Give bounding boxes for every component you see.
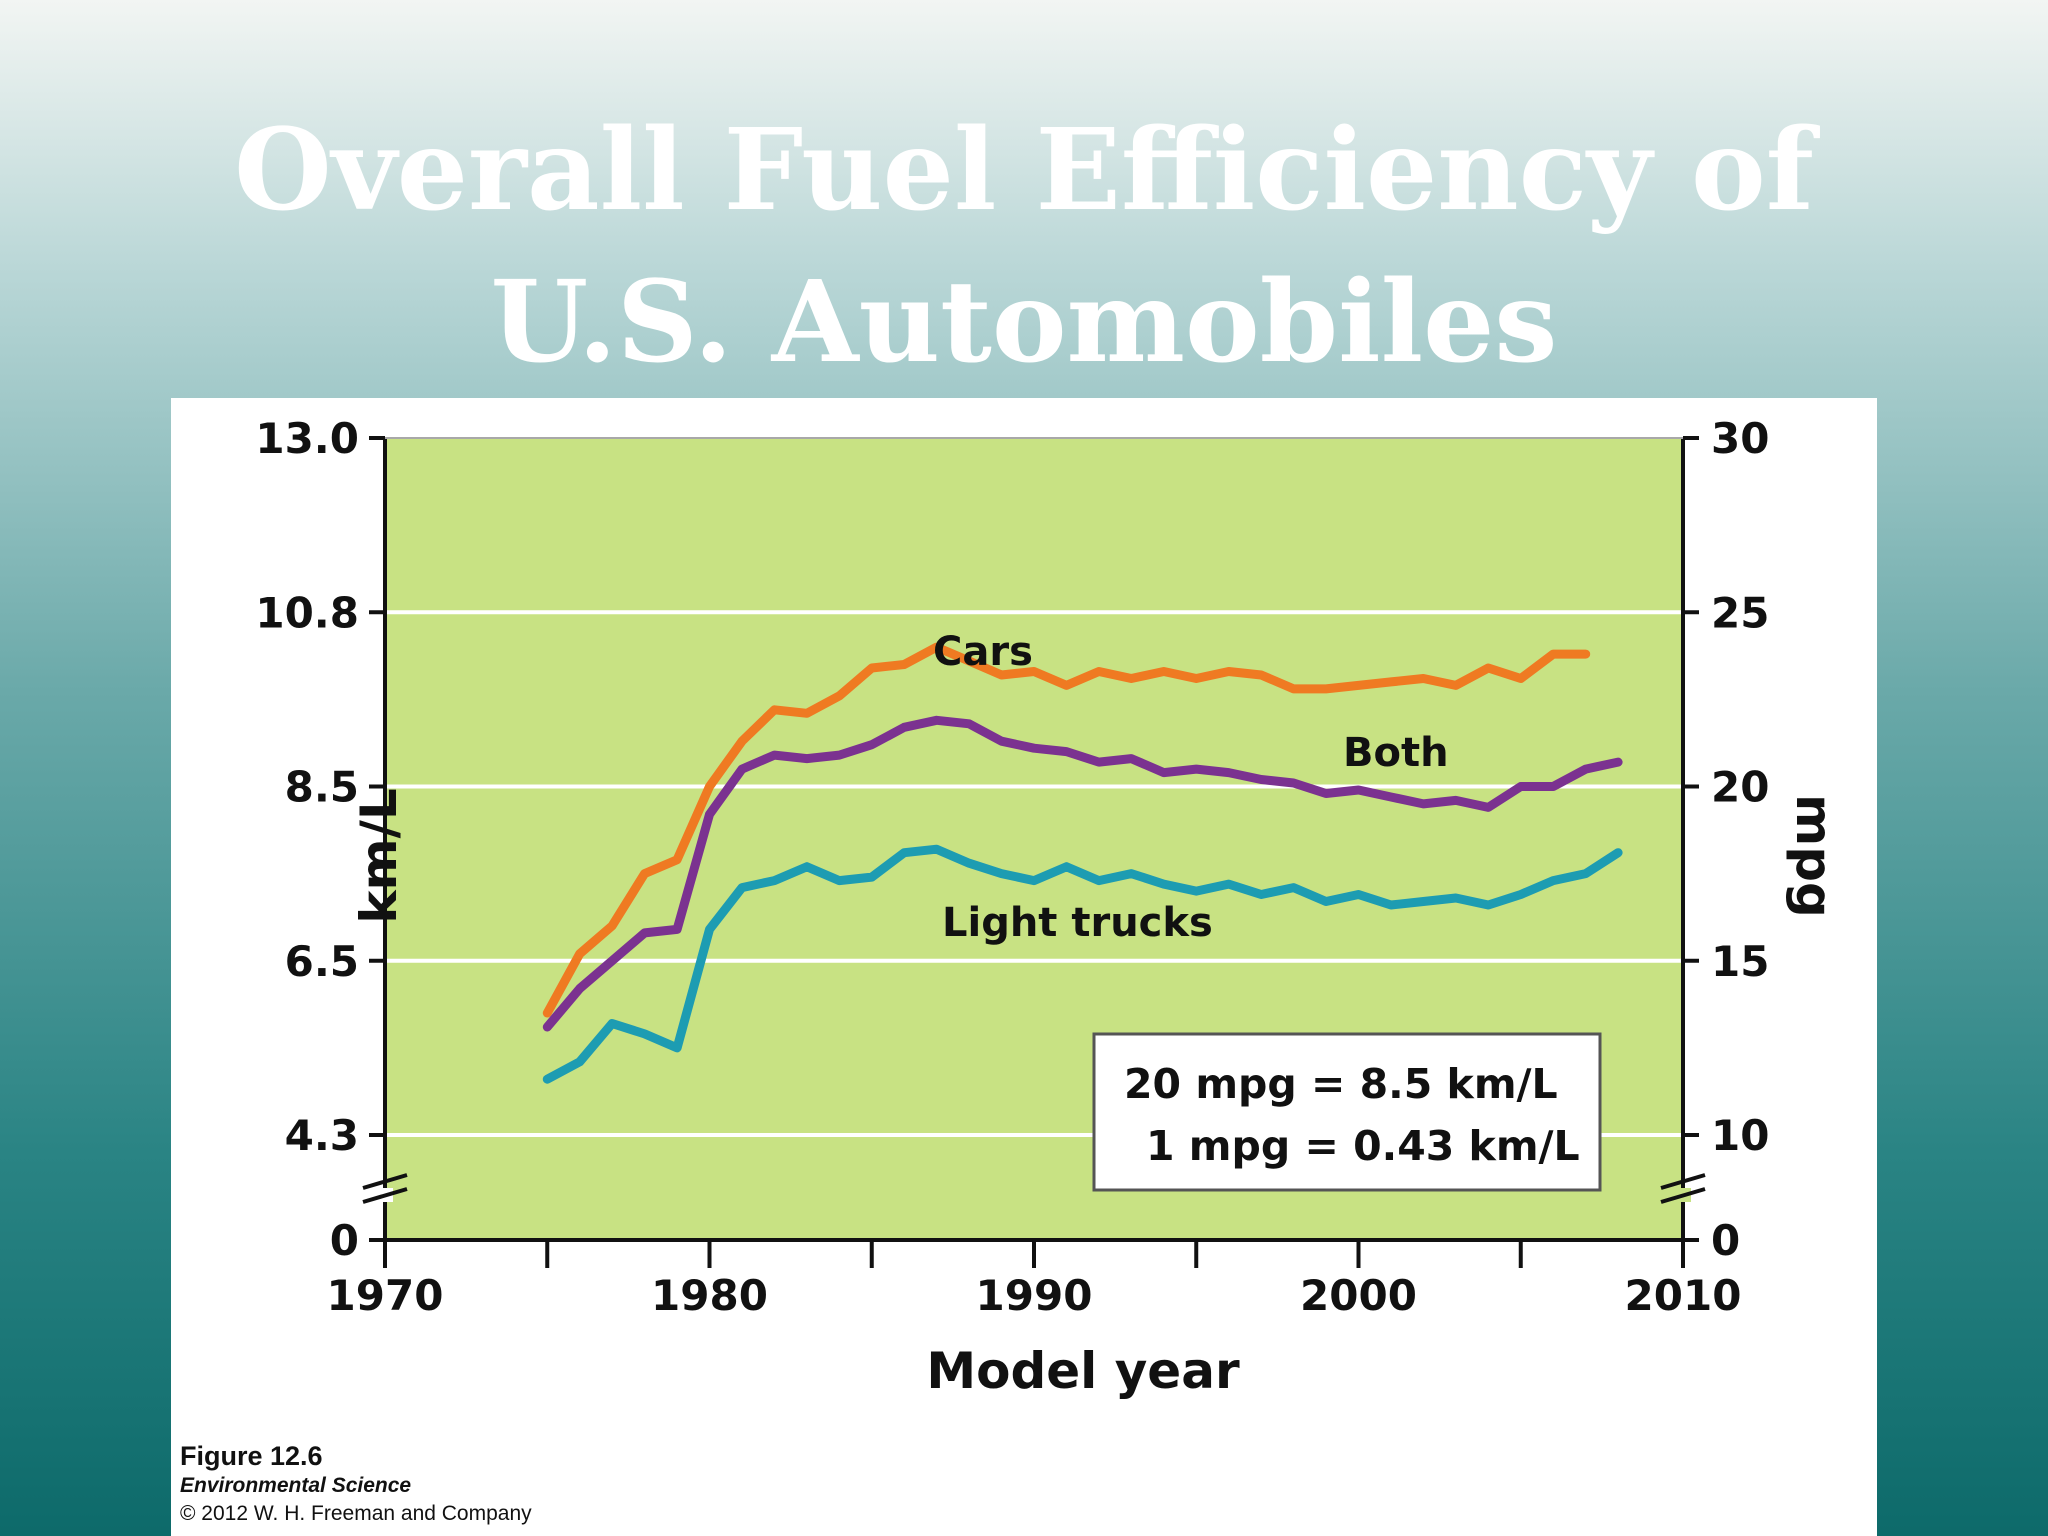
caption-figure-number: Figure 12.6 (180, 1441, 323, 1471)
y-tick-label-right-1: 10 (1711, 1111, 1769, 1160)
caption-book-title: Environmental Science (180, 1474, 412, 1497)
y-tick-label-right-5: 30 (1711, 414, 1769, 463)
figure-caption: Figure 12.6 Environmental Science © 2012… (180, 1440, 532, 1528)
y-tick-label-right-2: 15 (1711, 937, 1769, 986)
figure-panel: 0 0 4.3 10 6.5 15 8.5 20 10.8 25 13.0 30 1970 1980 199… (171, 398, 1877, 1536)
y-tick-label-left-3: 8.5 (285, 763, 359, 812)
y-tick-label-left-0: 0 (330, 1216, 359, 1265)
x-tick-label-3: 2000 (1300, 1271, 1417, 1320)
x-axis-title: Model year (926, 1342, 1240, 1400)
series-label-light-trucks: Light trucks (942, 900, 1213, 946)
slide-title: Overall Fuel Efficiency of U.S. Automobi… (0, 95, 2048, 399)
y-tick-label-left-2: 6.5 (285, 937, 359, 986)
axis-break-right (1660, 1173, 1706, 1204)
fuel-efficiency-chart: 0 0 4.3 10 6.5 15 8.5 20 10.8 25 13.0 30 1970 1980 199… (255, 414, 1843, 1400)
y-tick-label-right-0: 0 (1711, 1216, 1740, 1265)
x-tick-label-0: 1970 (327, 1271, 444, 1320)
series-label-both: Both (1343, 730, 1449, 776)
series-label-cars: Cars (933, 629, 1033, 675)
axes (362, 436, 1706, 1268)
y-tick-label-right-3: 20 (1711, 763, 1769, 812)
y-axis-left-title: km/L (350, 788, 408, 923)
series-line-light-trucks (542, 844, 1623, 1084)
series-line-both (542, 715, 1623, 1032)
conversion-note-line-2: 1 mpg = 0.43 km/L (1146, 1122, 1580, 1170)
tick-labels: 0 0 4.3 10 6.5 15 8.5 20 10.8 25 13.0 30 1970 1980 199… (255, 414, 1769, 1320)
x-tick-label-2: 1990 (976, 1271, 1093, 1320)
y-axis-right-title: mpg (1785, 794, 1843, 918)
y-tick-label-left-5: 13.0 (255, 414, 359, 463)
y-tick-label-left-4: 10.8 (255, 588, 359, 637)
slide-title-line-1: Overall Fuel Efficiency of (234, 105, 1814, 236)
series-line-cars (542, 642, 1591, 1018)
x-tick-label-1: 1980 (651, 1271, 768, 1320)
series-lines (542, 642, 1623, 1084)
x-tick-label-4: 2010 (1625, 1271, 1742, 1320)
axis-break-left (362, 1173, 408, 1204)
y-tick-label-right-4: 25 (1711, 588, 1769, 637)
conversion-note-box: 20 mpg = 8.5 km/L 1 mpg = 0.43 km/L (1092, 1032, 1602, 1192)
slide-title-line-2: U.S. Automobiles (490, 257, 1558, 388)
conversion-note-line-1: 20 mpg = 8.5 km/L (1124, 1060, 1558, 1108)
caption-copyright: © 2012 W. H. Freeman and Company (180, 1502, 532, 1525)
y-tick-label-left-1: 4.3 (285, 1111, 359, 1160)
